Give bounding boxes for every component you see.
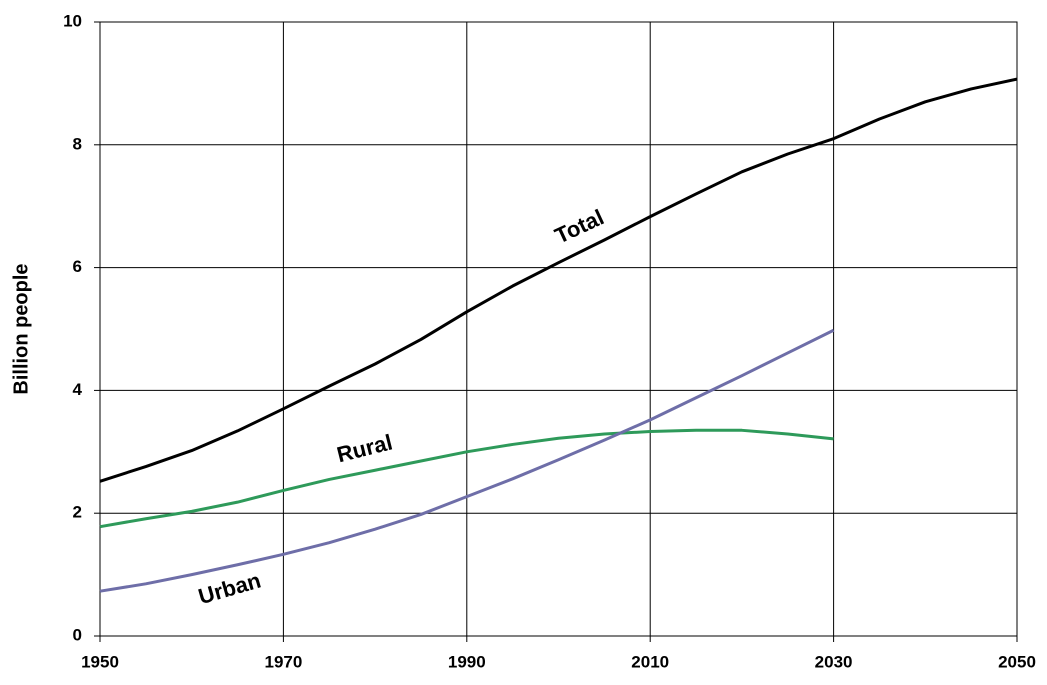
x-tick-label: 1990 <box>448 652 486 671</box>
x-tick-label: 1950 <box>81 652 119 671</box>
y-tick-label: 8 <box>73 134 82 153</box>
series-line <box>99 328 835 593</box>
y-tick-label: 0 <box>73 625 82 644</box>
x-tick-label: 1970 <box>264 652 302 671</box>
y-tick-label: 6 <box>73 257 82 276</box>
series-line <box>99 77 1018 483</box>
x-tick-label: 2050 <box>998 652 1036 671</box>
x-tick-label: 2010 <box>631 652 669 671</box>
series-label: Rural <box>334 429 395 467</box>
y-tick-label: 4 <box>73 380 83 399</box>
y-tick-label: 10 <box>63 11 82 30</box>
series-line <box>99 428 834 529</box>
y-axis-label: Billion people <box>10 263 32 394</box>
y-tick-label: 2 <box>73 503 82 522</box>
x-tick-label: 2030 <box>815 652 853 671</box>
plot-area <box>99 21 1018 637</box>
series-label: Urban <box>196 568 264 610</box>
